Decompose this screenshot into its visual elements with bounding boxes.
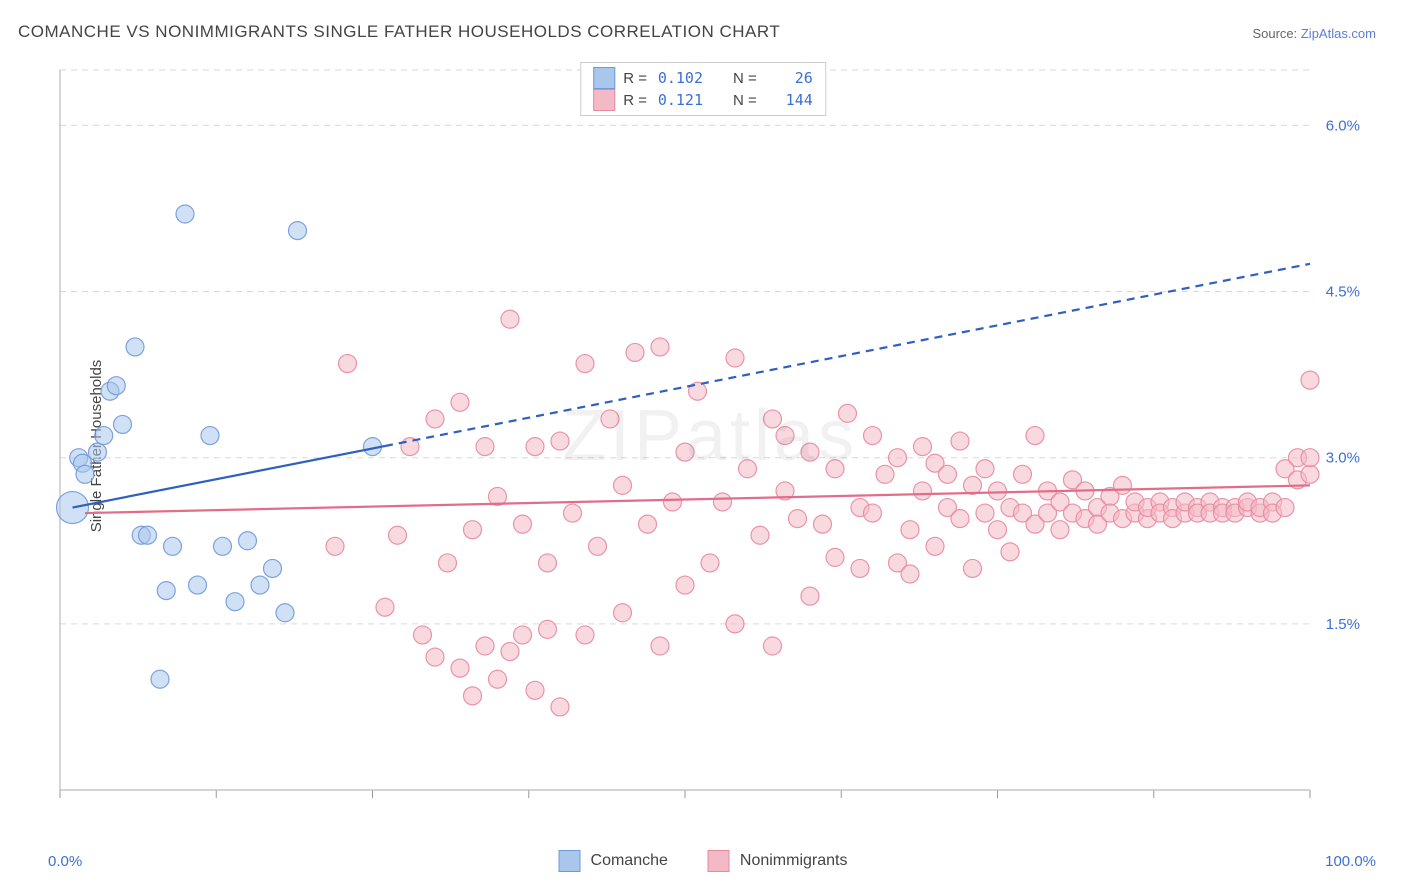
svg-text:6.0%: 6.0% <box>1326 117 1360 134</box>
r-label: R = <box>623 92 647 109</box>
scatter-chart-svg: 1.5% 3.0% 4.5% 6.0% <box>50 60 1370 820</box>
legend-label-comanche: Comanche <box>591 852 668 870</box>
swatch-comanche <box>593 67 615 89</box>
n-value-nonimmigrants: 144 <box>765 91 813 109</box>
n-label: N = <box>733 70 757 87</box>
svg-text:3.0%: 3.0% <box>1326 450 1360 467</box>
chart-title: COMANCHE VS NONIMMIGRANTS SINGLE FATHER … <box>18 22 780 42</box>
legend-item-nonimmigrants: Nonimmigrants <box>708 850 848 872</box>
swatch-nonimmigrants <box>708 850 730 872</box>
r-value-comanche: 0.102 <box>655 69 703 87</box>
r-value-nonimmigrants: 0.121 <box>655 91 703 109</box>
legend-label-nonimmigrants: Nonimmigrants <box>740 852 848 870</box>
correlation-legend: R = 0.102 N = 26 R = 0.121 N = 144 <box>580 62 826 116</box>
chart-plot-area: 1.5%3.0%4.5%6.0% ZIPatlas <box>50 60 1370 820</box>
swatch-comanche <box>559 850 581 872</box>
source-prefix: Source: <box>1252 26 1300 41</box>
legend-item-comanche: Comanche <box>559 850 668 872</box>
legend-row-comanche: R = 0.102 N = 26 <box>593 67 813 89</box>
source-link[interactable]: ZipAtlas.com <box>1301 26 1376 41</box>
x-axis-min: 0.0% <box>48 853 82 870</box>
r-label: R = <box>623 70 647 87</box>
swatch-nonimmigrants <box>593 89 615 111</box>
n-value-comanche: 26 <box>765 69 813 87</box>
svg-text:1.5%: 1.5% <box>1326 616 1360 633</box>
x-axis-max: 100.0% <box>1325 853 1376 870</box>
n-label: N = <box>733 92 757 109</box>
source-attribution: Source: ZipAtlas.com <box>1252 26 1376 41</box>
legend-row-nonimmigrants: R = 0.121 N = 144 <box>593 89 813 111</box>
svg-text:4.5%: 4.5% <box>1326 284 1360 301</box>
series-legend: Comanche Nonimmigrants <box>559 850 848 872</box>
